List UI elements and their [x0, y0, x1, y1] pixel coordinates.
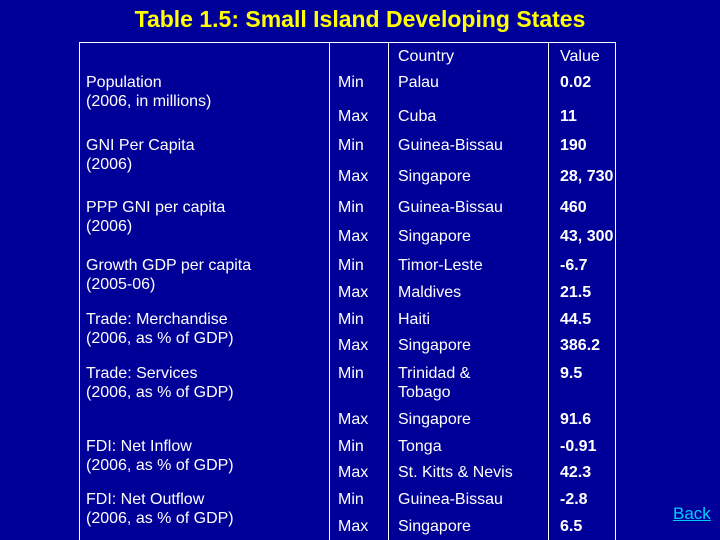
min-country: Guinea-Bissau — [398, 491, 503, 508]
min-country: Guinea-Bissau — [398, 137, 503, 154]
column-divider — [548, 43, 549, 540]
min-country: Palau — [398, 74, 439, 91]
min-label: Min — [338, 438, 364, 455]
min-label: Min — [338, 365, 364, 382]
max-label: Max — [338, 228, 369, 245]
max-value: 42.3 — [560, 464, 592, 481]
row-category: PPP GNI per capita (2006) — [86, 199, 226, 235]
max-country: Singapore — [398, 168, 471, 185]
max-country: Singapore — [398, 228, 471, 245]
back-link[interactable]: Back — [673, 504, 711, 523]
max-value: 43, 300 — [560, 228, 614, 245]
row-category: FDI: Net Inflow (2006, as % of GDP) — [86, 438, 234, 474]
min-country: Timor-Leste — [398, 257, 483, 274]
max-country: Cuba — [398, 108, 437, 125]
min-country: Haiti — [398, 311, 431, 328]
max-label: Max — [338, 168, 369, 185]
min-label: Min — [338, 257, 364, 274]
row-category: GNI Per Capita (2006) — [86, 137, 195, 173]
max-country: Singapore — [398, 337, 471, 354]
max-label: Max — [338, 464, 369, 481]
max-country: St. Kitts & Nevis — [398, 464, 513, 481]
max-value: 91.6 — [560, 411, 592, 428]
page-title: Table 1.5: Small Island Developing State… — [134, 6, 586, 32]
header-country: Country — [398, 48, 455, 65]
min-country: Trinidad & Tobago — [398, 365, 471, 401]
max-value: 11 — [560, 108, 577, 125]
row-category: Trade: Services (2006, as % of GDP) — [86, 365, 234, 401]
min-country: Tonga — [398, 438, 442, 455]
max-label: Max — [338, 284, 369, 301]
max-value: 28, 730 — [560, 168, 614, 185]
min-value: 9.5 — [560, 365, 583, 382]
row-category: Trade: Merchandise (2006, as % of GDP) — [86, 311, 234, 347]
max-value: 386.2 — [560, 337, 601, 354]
min-value: -2.8 — [560, 491, 588, 508]
min-value: 460 — [560, 199, 587, 216]
min-value: 190 — [560, 137, 587, 154]
row-category: FDI: Net Outflow (2006, as % of GDP) — [86, 491, 234, 527]
min-value: 44.5 — [560, 311, 592, 328]
min-label: Min — [338, 74, 364, 91]
min-label: Min — [338, 311, 364, 328]
max-label: Max — [338, 411, 369, 428]
max-country: Maldives — [398, 284, 462, 301]
min-label: Min — [338, 137, 364, 154]
min-label: Min — [338, 199, 364, 216]
min-value: -0.91 — [560, 438, 597, 455]
header-value: Value — [560, 48, 600, 65]
data-table: Country Value Population (2006, in milli… — [79, 42, 616, 540]
max-value: 21.5 — [560, 284, 592, 301]
max-country: Singapore — [398, 518, 471, 535]
max-label: Max — [338, 108, 369, 125]
row-category: Population (2006, in millions) — [86, 74, 212, 110]
row-category: Growth GDP per capita (2005-06) — [86, 257, 252, 293]
max-value: 6.5 — [560, 518, 583, 535]
min-value: -6.7 — [560, 257, 588, 274]
column-divider — [388, 43, 389, 540]
max-label: Max — [338, 337, 369, 354]
min-country: Guinea-Bissau — [398, 199, 503, 216]
max-label: Max — [338, 518, 369, 535]
max-country: Singapore — [398, 411, 471, 428]
min-label: Min — [338, 491, 364, 508]
min-value: 0.02 — [560, 74, 592, 91]
column-divider — [329, 43, 330, 540]
